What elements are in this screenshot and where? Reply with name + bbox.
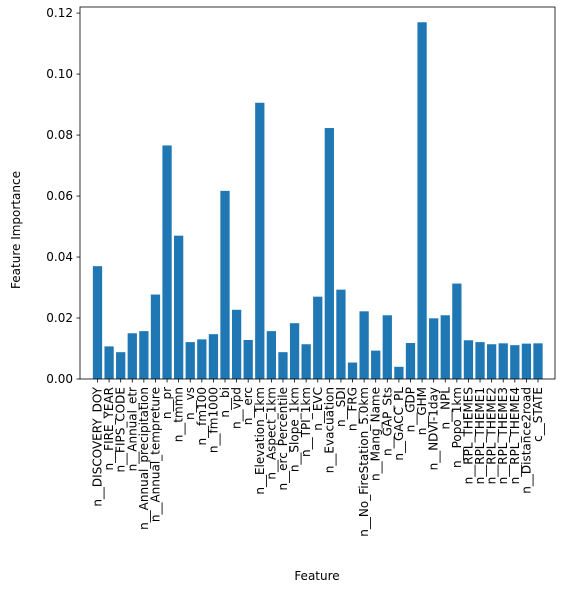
bar [266,331,277,379]
x-tick-label: n__RPL_THEMES [461,387,475,484]
bar [417,22,427,379]
x-tick-label: n__GACC_PL [392,387,406,461]
bar [324,128,334,379]
x-tick-label: n__GAP_Sts [380,387,394,456]
x-tick-label: n__FIPS_CODE [114,387,128,473]
bar [394,366,404,379]
x-tick-label: n__GHM [415,387,429,435]
bar [185,342,195,379]
x-tick-label: n__Evacuation [322,387,336,473]
x-tick-label: c__STATE [531,387,545,442]
bar [174,235,184,379]
x-tick-label: n__Aspect_1km [264,387,278,480]
x-tick-label: n__FRG [346,387,360,431]
x-tick-label: n__vpd [230,387,244,429]
x-axis: n__DISCOVERY_DOYn__FIRE_YEARn__FIPS_CODE… [91,379,545,537]
y-tick-label: 0.06 [46,189,73,203]
bar [347,362,358,379]
bar [452,283,462,379]
bar [220,190,230,379]
bar [440,315,450,379]
y-tick-label: 0.08 [46,128,73,142]
bar [533,343,543,379]
bar [429,318,439,379]
bar [498,343,508,379]
bar [463,340,474,379]
x-tick-label: n__NPL [438,387,452,430]
x-tick-label: n__pr [160,387,174,419]
bar [405,343,416,379]
bar [371,350,381,379]
bar [231,309,242,379]
bar [162,145,172,379]
bar [104,346,114,379]
bar [336,289,346,379]
x-axis-title: Feature [294,569,339,583]
bar [92,266,103,379]
bar [197,339,207,379]
bar [359,311,369,379]
x-tick-label: n__NDVI-1day [427,387,441,470]
bar [313,296,323,379]
bar [301,344,311,379]
x-tick-label: n__RPL_THEME1 [473,387,487,484]
y-tick-label: 0.04 [46,250,73,264]
x-tick-label: n__SDI [334,387,348,427]
bar [255,102,265,379]
x-tick-label: n__Elevation_1km [253,387,267,495]
bar [208,334,219,379]
bar [475,342,485,379]
x-tick-label: n__Annual_precipitation [137,387,151,530]
y-tick-label: 0.10 [46,67,73,81]
bar [139,331,149,379]
bar [243,339,253,379]
x-tick-label: n__Mang_Name [369,387,383,481]
x-tick-label: n__DISCOVERY_DOY [91,386,105,506]
bar [278,352,288,379]
x-tick-label: n__erc [241,387,255,425]
x-tick-label: n__Slope_1km [288,387,302,472]
x-tick-label: n__fm100 [195,387,209,445]
bar [521,343,532,379]
x-tick-label: n__Popo_1km [450,387,464,468]
y-tick-label: 0.00 [46,372,73,386]
x-tick-label: n__Distance2road [519,387,533,494]
bar [127,333,137,379]
x-tick-label: n__RPL_THEME4 [508,387,522,484]
bar [510,345,520,379]
bar [486,344,497,379]
x-tick-label: n__fm1000 [206,387,220,453]
plot-frame [79,6,556,380]
y-tick-label: 0.02 [46,311,73,325]
bars [92,22,543,379]
x-tick-label: n__EVC [311,387,325,431]
y-tick-label: 0.12 [46,6,73,20]
y-axis: 0.00 0.02 0.04 0.06 0.08 0.10 0.12 [46,6,80,386]
bar [150,294,161,379]
bar [116,352,126,379]
x-tick-label: n__GDP [403,387,417,432]
bar [289,323,300,379]
bar [382,315,392,379]
x-tick-label: n__tmmn [172,387,186,442]
x-tick-label: n__erc_Percentile [276,387,290,490]
x-tick-label: n__TPI_1km [299,387,313,457]
x-tick-label: n__bi [218,387,232,418]
x-tick-label: n__Annual_etr [125,387,139,471]
x-tick-label: n__RPL_THEME2 [485,387,499,484]
x-tick-label: n__Annual_tempreture [148,387,162,522]
x-tick-label: n__FIRE_YEAR [102,387,116,470]
x-tick-label: n__vs [183,387,197,420]
x-tick-label: n__RPL_THEME3 [496,387,510,484]
y-axis-title: Feature Importance [9,171,23,289]
x-tick-label: n__No_FireStation_5.0km [357,387,371,537]
